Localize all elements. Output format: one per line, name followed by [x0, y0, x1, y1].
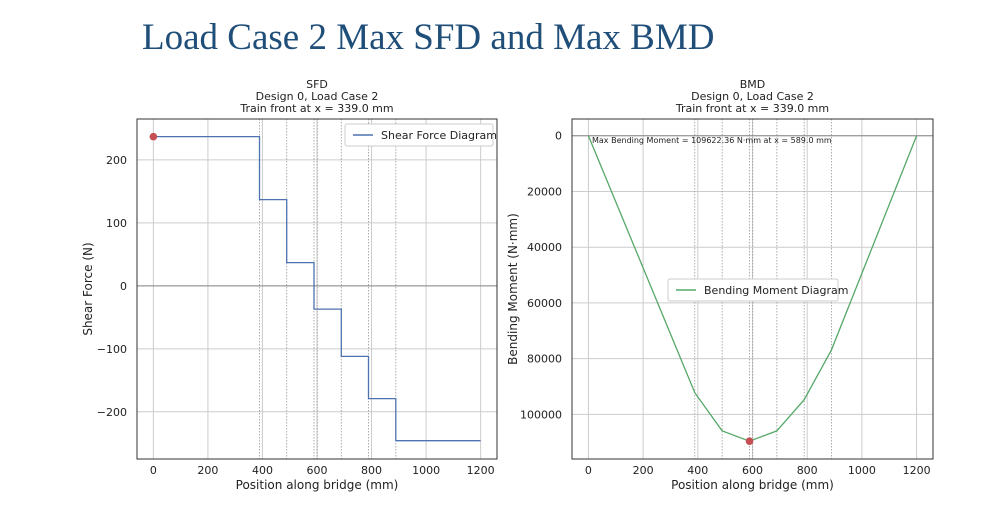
sfd-xtick-label: 200 [197, 464, 218, 477]
bmd-ytick-label: 60000 [527, 297, 562, 310]
sfd-xtick-label: 0 [150, 464, 157, 477]
sfd-ylabel: Shear Force (N) [81, 242, 95, 335]
sfd-xtick-label: 400 [252, 464, 273, 477]
bmd-plot-frame [571, 118, 934, 460]
sfd-series-line [153, 135, 481, 442]
sfd-ytick-label: 100 [106, 217, 127, 230]
bmd-subtitle-train: Train front at x = 339.0 mm [675, 102, 829, 115]
sfd-ytick-label: −100 [97, 343, 127, 356]
sfd-subtitle-train: Train front at x = 339.0 mm [239, 102, 393, 115]
sfd-legend-label: Shear Force Diagram [381, 129, 497, 142]
page-title: Load Case 2 Max SFD and Max BMD [142, 17, 715, 58]
sfd-max-marker [149, 132, 158, 141]
sfd-xtick-label: 600 [307, 464, 328, 477]
sfd-ytick-label: 0 [120, 280, 127, 293]
bmd-ytick-label: 0 [555, 130, 562, 143]
bmd-ytick-label: 80000 [527, 353, 562, 366]
bmd-xtick-label: 800 [797, 464, 818, 477]
bmd-max-marker [745, 437, 754, 446]
bmd-subtitle-design: Design 0, Load Case 2 [691, 90, 814, 103]
sfd-xtick-label: 1000 [412, 464, 440, 477]
bmd-ytick-label: 100000 [520, 408, 562, 421]
sfd-plot-frame [136, 118, 498, 460]
bmd-max-annotation: Max Bending Moment = 109622.36 N·mm at x… [592, 136, 832, 145]
bmd-xtick-label: 1200 [903, 464, 931, 477]
sfd-ytick-label: 200 [106, 154, 127, 167]
sfd-legend-box [344, 123, 494, 147]
bmd-title: BMD [740, 78, 766, 91]
bmd-xtick-label: 600 [742, 464, 763, 477]
sfd-xlabel: Position along bridge (mm) [236, 478, 399, 492]
sfd-xtick-label: 800 [361, 464, 382, 477]
bmd-xtick-label: 400 [687, 464, 708, 477]
bmd-xtick-label: 200 [633, 464, 654, 477]
sfd-subtitle-design: Design 0, Load Case 2 [256, 90, 379, 103]
bmd-xlabel: Position along bridge (mm) [671, 478, 834, 492]
sfd-ytick-label: −200 [97, 406, 127, 419]
sfd-title: SFD [306, 78, 328, 91]
bmd-series-line [587, 135, 918, 442]
bmd-ylabel: Bending Moment (N·mm) [506, 213, 520, 365]
bmd-xtick-label: 0 [585, 464, 592, 477]
bmd-ytick-label: 20000 [527, 185, 562, 198]
bmd-xtick-label: 1000 [848, 464, 876, 477]
bmd-legend-label: Bending Moment Diagram [704, 284, 849, 297]
bmd-ytick-label: 40000 [527, 241, 562, 254]
sfd-xtick-label: 1200 [467, 464, 495, 477]
bmd-legend-box [667, 278, 839, 302]
